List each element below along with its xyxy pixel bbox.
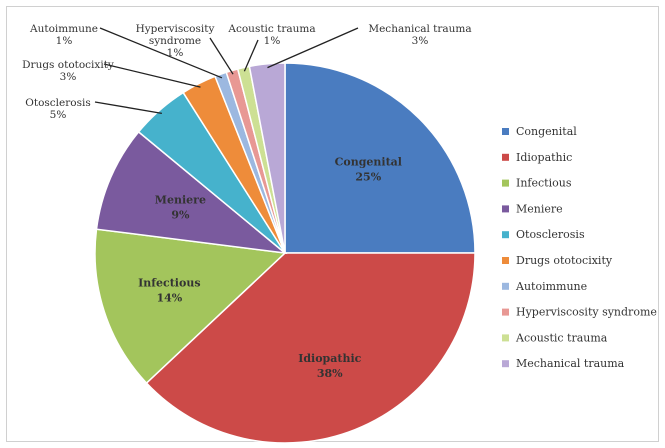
slice-label-acoustic-trauma: Acoustic trauma 1% (227, 23, 315, 47)
pie-slices (94, 62, 476, 444)
slice-label-otosclerosis: Otosclerosis 5% (25, 97, 90, 121)
legend-swatch-infectious (502, 179, 509, 187)
pie-slice-infectious (94, 228, 287, 385)
leader-line-autoimmune (99, 27, 223, 79)
leader-line-mechanical-trauma (267, 27, 359, 69)
leader-line-otosclerosis (94, 101, 162, 114)
slice-label-infectious: Infectious 14% (138, 277, 200, 305)
slice-label-mechanical-trauma: Mechanical trauma 3% (368, 23, 471, 47)
legend-label-mechanical-trauma: Mechanical trauma (516, 357, 625, 370)
legend-swatch-mechanical-trauma (502, 360, 509, 368)
legend-label-acoustic-trauma: Acoustic trauma (515, 331, 608, 344)
slice-label-autoimmune: Autoimmune 1% (29, 23, 98, 47)
legend-label-meniere: Meniere (516, 202, 563, 215)
legend-label-otosclerosis: Otosclerosis (516, 228, 585, 241)
legend-label-drugs-ototocixity: Drugs ototocixity (516, 254, 613, 267)
legend-swatch-drugs-ototocixity (502, 257, 509, 264)
pie-slice-meniere (95, 130, 288, 255)
pie-slice-congenital (284, 62, 476, 254)
legend-swatch-acoustic-trauma (502, 334, 509, 342)
legend-swatch-autoimmune (502, 282, 509, 290)
slice-label-meniere: Meniere 9% (155, 194, 206, 222)
leader-line-drugs-ototocixity (103, 63, 201, 88)
pie-slice-mechanical-trauma (248, 62, 286, 254)
legend-label-autoimmune: Autoimmune (515, 280, 587, 293)
slice-label-drugs-ototocixity: Drugs ototocixity 3% (22, 59, 114, 83)
pie-slice-idiopathic (145, 252, 476, 444)
slice-label-congenital: Congenital 25% (335, 156, 402, 184)
leader-line-hyperviscosity-syndrome (209, 37, 234, 75)
legend-swatch-meniere (502, 205, 509, 213)
legend-label-idiopathic: Idiopathic (516, 151, 572, 164)
legend-swatch-idiopathic (502, 153, 509, 161)
chart-frame (6, 6, 659, 442)
legend-swatch-congenital (502, 128, 509, 135)
legend: Congenital Idiopathic Infectious Meniere Oto… (502, 125, 657, 370)
slice-label-hyperviscosity-syndrome: Hyperviscosity syndrome 1% (136, 23, 215, 59)
legend-swatch-hyperviscosity-syndrome (502, 308, 509, 316)
leader-line-acoustic-trauma (243, 39, 259, 72)
slice-label-idiopathic: Idiopathic 38% (298, 352, 361, 380)
legend-label-hyperviscosity-syndrome: Hyperviscosity syndrome (516, 306, 657, 319)
legend-label-infectious: Infectious (516, 177, 572, 190)
legend-label-congenital: Congenital (516, 125, 577, 138)
pie-labels: Congenital 25% Idiopathic 38% Infectious 14% M… (22, 23, 472, 380)
legend-swatch-otosclerosis (502, 231, 509, 239)
